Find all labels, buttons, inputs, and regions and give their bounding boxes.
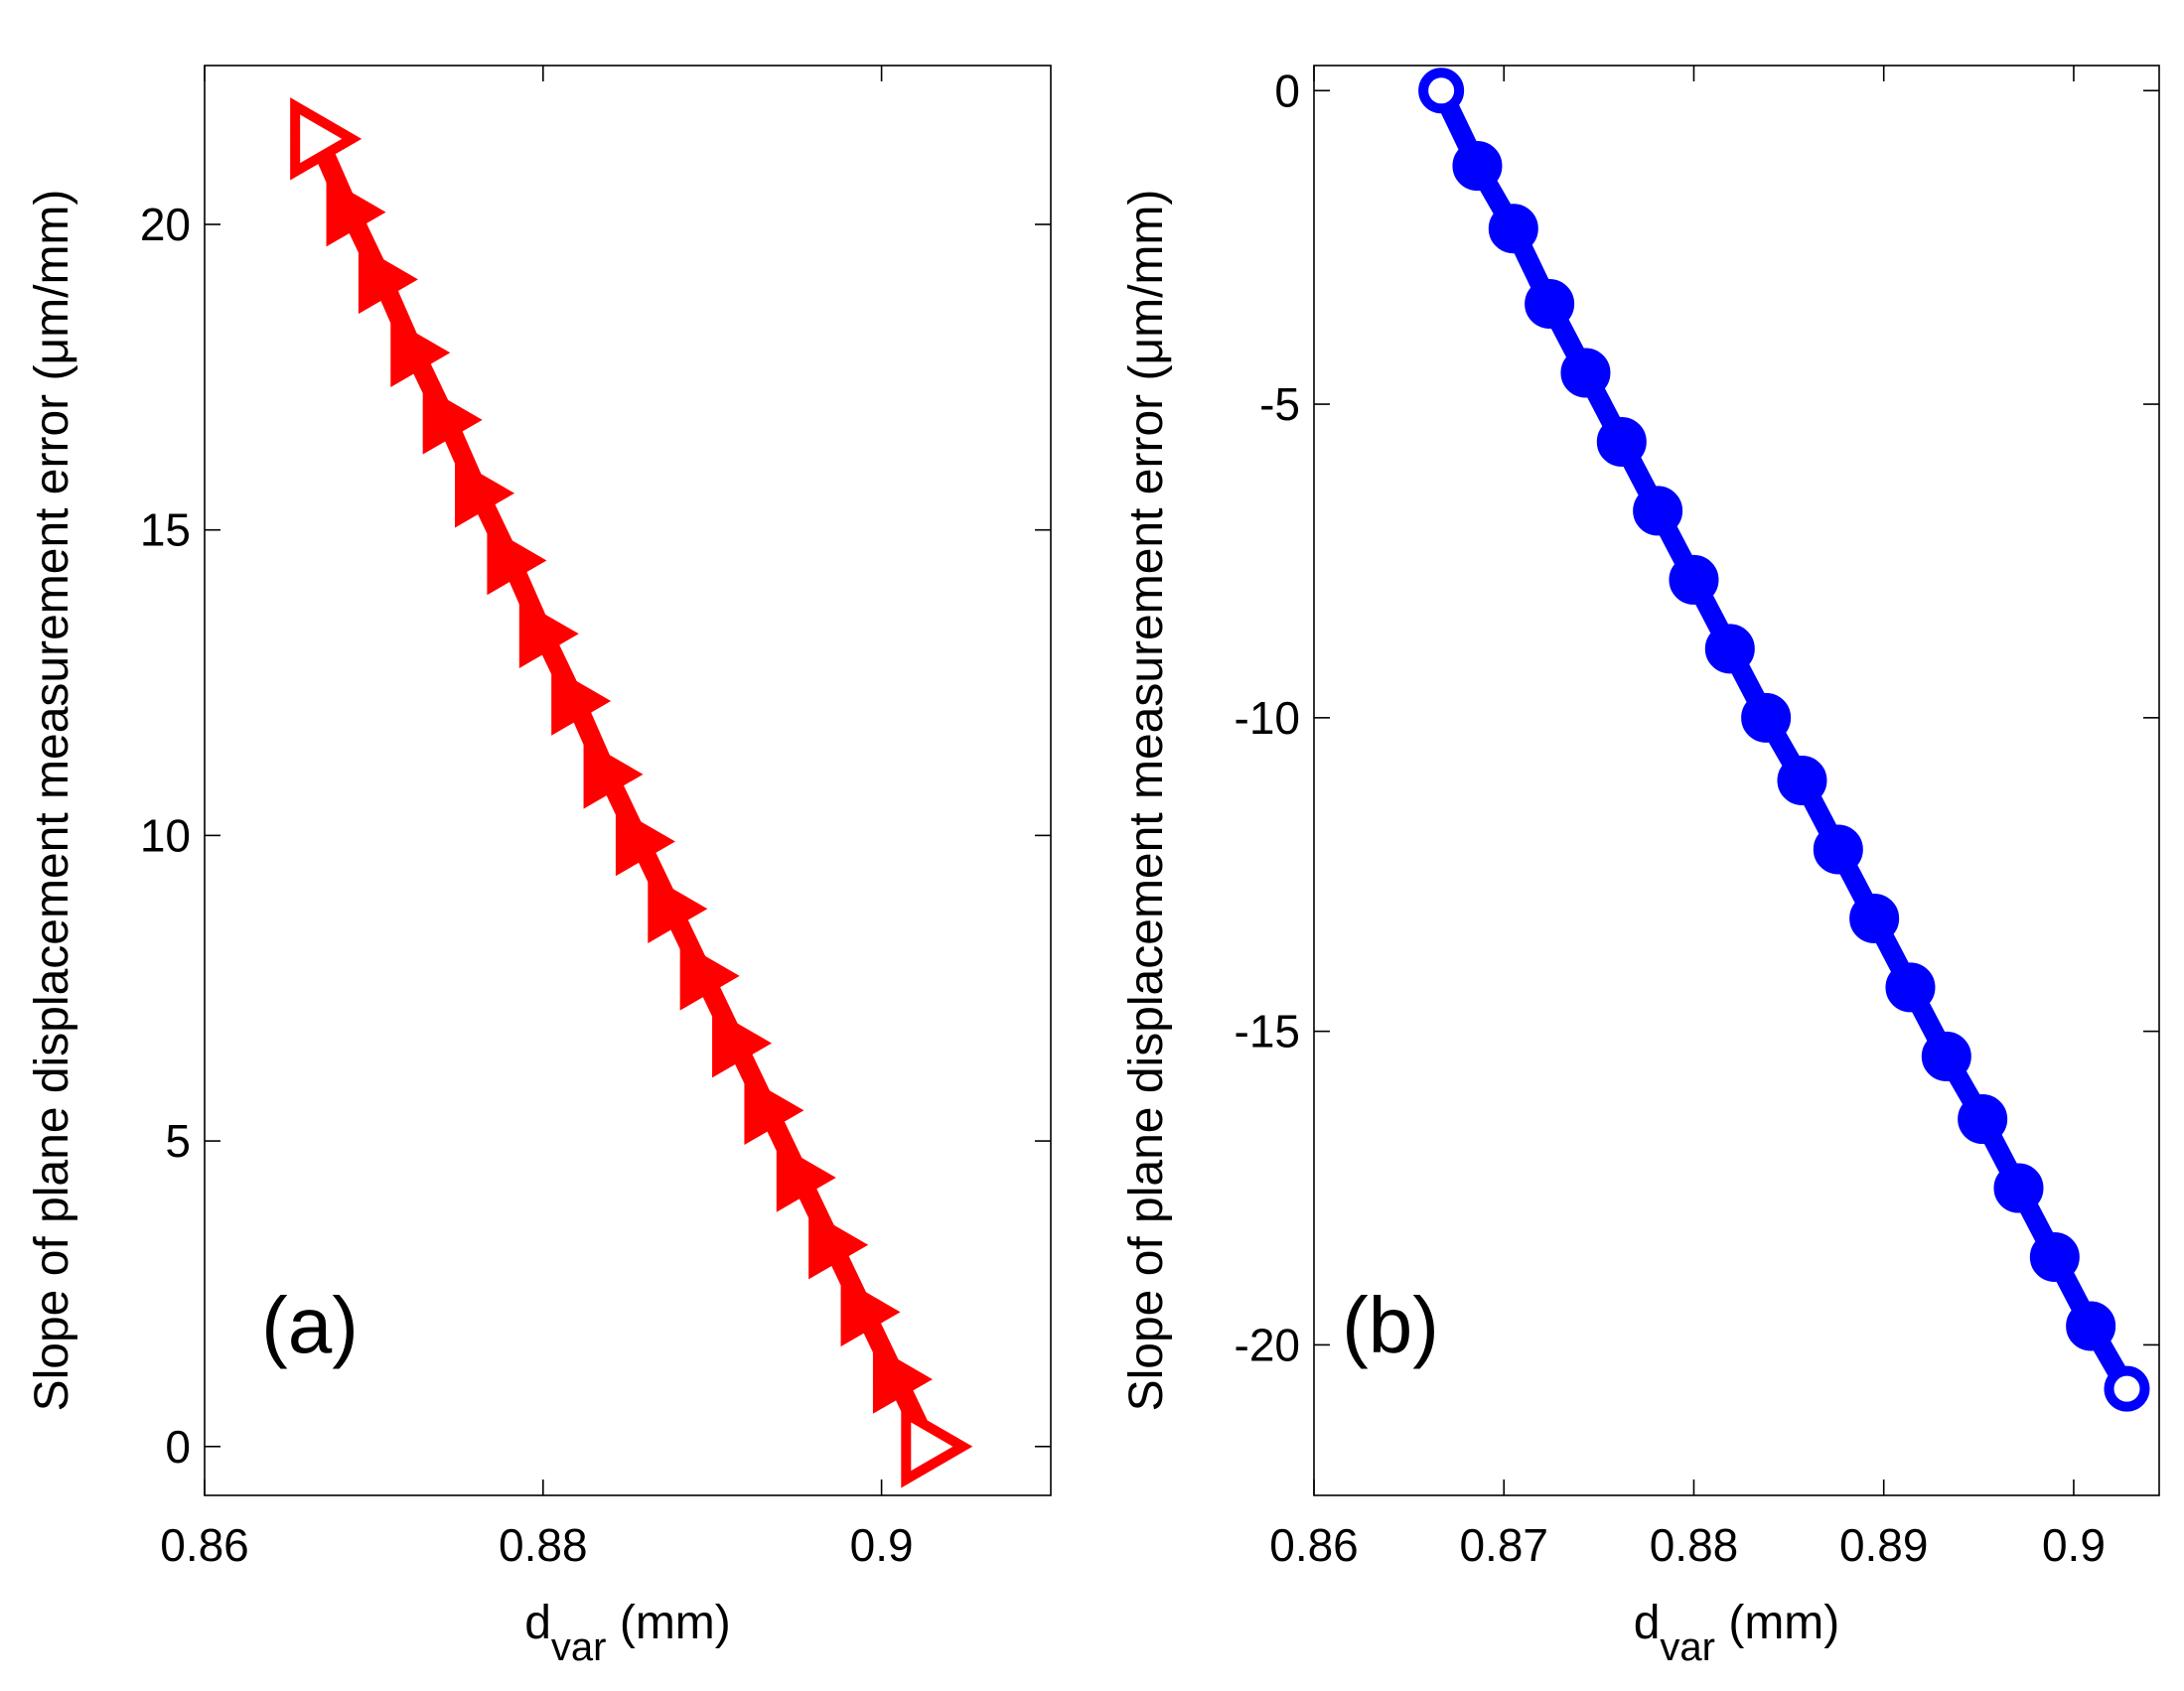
data-point-marker <box>2029 1232 2080 1282</box>
data-point-marker <box>1452 141 1503 192</box>
data-point-marker <box>648 874 708 943</box>
y-tick-label: 15 <box>140 504 191 556</box>
data-point-marker <box>1993 1163 2044 1213</box>
data-point-marker <box>551 666 612 736</box>
panel-a: 0.86 0.88 0.9 0 5 10 15 20 dvar (mm) Slope of pla… <box>26 65 1052 1669</box>
x-tick-label: 0.89 <box>1839 1519 1929 1571</box>
y-tick-label: 0 <box>165 1421 191 1473</box>
data-point-marker <box>390 318 451 387</box>
data-point-marker <box>326 177 386 247</box>
x-axis-label: dvar (mm) <box>1634 1597 1840 1669</box>
data-point-marker <box>1488 204 1538 254</box>
y-axis-label: Slope of plane displacement measurement … <box>26 190 78 1412</box>
data-point-marker <box>872 1344 933 1414</box>
panel-b: 0.86 0.87 0.88 0.89 0.9 0 -5 -10 -15 -20 dvar (mm)… <box>1120 65 2160 1669</box>
data-point-marker <box>1633 486 1683 536</box>
y-tick-label: 5 <box>165 1115 191 1167</box>
data-point-marker <box>1741 692 1792 743</box>
data-point-marker <box>808 1209 869 1280</box>
x-axis-label-unit: (mm) <box>607 1597 731 1649</box>
data-point-marker <box>1958 1094 2008 1145</box>
data-point-marker <box>840 1277 901 1347</box>
y-tick-label: 0 <box>1274 65 1300 116</box>
data-point-marker <box>1885 962 1936 1013</box>
data-point-marker <box>712 1008 773 1078</box>
y-tick-label: 10 <box>140 809 191 861</box>
data-point-marker <box>615 806 675 877</box>
x-tick-label: 0.9 <box>850 1519 914 1571</box>
data-point-marker <box>290 97 363 181</box>
data-point-marker <box>358 244 418 315</box>
data-point-marker <box>583 740 644 809</box>
data-point-marker <box>1669 554 1719 605</box>
data-point-marker <box>422 385 483 455</box>
data-point-marker <box>776 1143 836 1212</box>
data-point-marker <box>1596 416 1647 467</box>
plot-frame <box>204 65 1052 1496</box>
plot-frame <box>1313 65 2160 1496</box>
data-point-marker <box>455 459 515 528</box>
x-axis-label-sub: var <box>1660 1625 1715 1669</box>
y-axis-label: Slope of plane displacement measurement … <box>1120 190 1173 1412</box>
data-point-marker <box>679 941 740 1011</box>
data-point-marker <box>1777 756 1827 805</box>
data-point-marker <box>1418 68 1465 114</box>
panel-label: (a) <box>261 1281 359 1369</box>
data-point-marker <box>487 525 547 596</box>
data-point-marker <box>518 599 579 669</box>
panel-label: (b) <box>1342 1281 1439 1369</box>
x-axis-label-sub: var <box>551 1625 607 1669</box>
data-point-marker <box>1560 348 1611 398</box>
x-tick-label: 0.88 <box>499 1519 588 1571</box>
data-point-marker <box>1849 893 1900 943</box>
x-tick-label: 0.86 <box>160 1519 249 1571</box>
data-point-marker <box>1813 824 1863 875</box>
x-axis-label-main: d <box>524 1597 551 1649</box>
y-tick-label: -20 <box>1235 1319 1300 1370</box>
x-tick-label: 0.86 <box>1269 1519 1359 1571</box>
x-tick-label: 0.87 <box>1459 1519 1548 1571</box>
x-tick-label: 0.88 <box>1650 1519 1739 1571</box>
x-axis-label-unit: (mm) <box>1715 1597 1839 1649</box>
y-tick-label: -5 <box>1259 378 1300 430</box>
data-point-marker <box>2066 1301 2116 1351</box>
y-tick-label: -15 <box>1235 1006 1300 1057</box>
data-point-marker <box>2104 1365 2150 1412</box>
x-axis-label: dvar (mm) <box>524 1597 731 1669</box>
data-point-marker <box>1525 279 1575 329</box>
data-point-marker <box>901 1405 973 1488</box>
y-tick-label: -10 <box>1235 692 1300 744</box>
y-tick-label: 20 <box>140 199 191 250</box>
data-point-marker <box>1704 624 1755 674</box>
x-tick-label: 0.9 <box>2042 1519 2106 1571</box>
data-point-marker <box>1921 1031 1971 1081</box>
data-point-marker <box>744 1075 804 1146</box>
x-axis-label-main: d <box>1634 1597 1661 1649</box>
